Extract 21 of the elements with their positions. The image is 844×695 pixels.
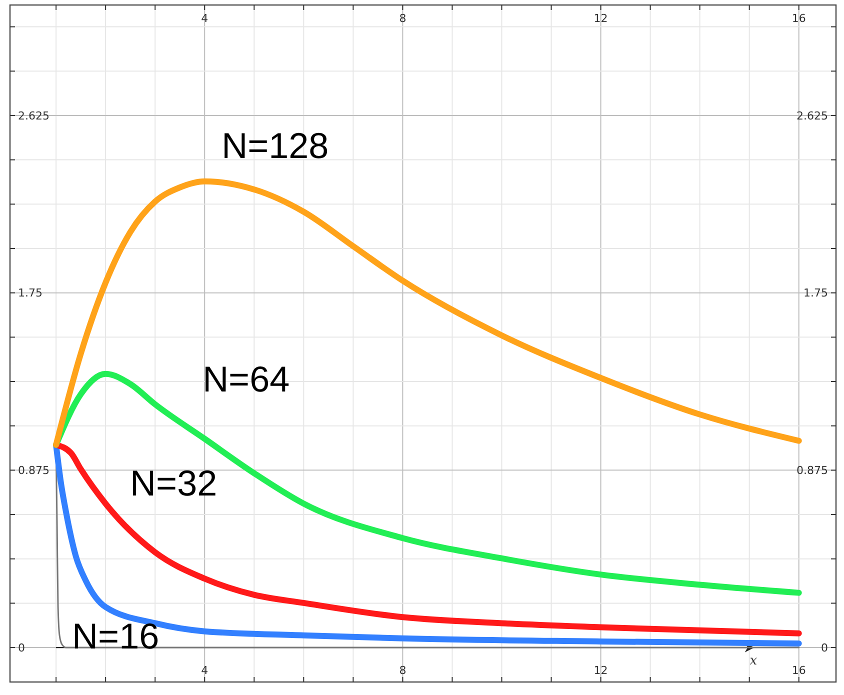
x-tick-label: 4 — [201, 664, 208, 677]
x-tick-label: 12 — [594, 664, 608, 677]
x2-tick-label: 8 — [399, 12, 406, 25]
series-label: N=128 — [222, 124, 329, 166]
x-axis-title: x — [750, 654, 758, 669]
y2-tick-label: 2.625 — [796, 109, 828, 122]
series-label: N=16 — [72, 615, 160, 656]
y2-tick-label: 0.875 — [796, 464, 828, 478]
series-label: N=64 — [202, 358, 290, 400]
x-tick-label: 8 — [399, 664, 406, 677]
x2-tick-label: 4 — [201, 12, 208, 25]
x-tick-label: 16 — [792, 664, 806, 677]
y2-tick-label: 1.75 — [804, 286, 828, 300]
x2-tick-label: 12 — [594, 12, 608, 25]
y-tick-label: 2.625 — [18, 109, 50, 122]
y-tick-label: 0.875 — [18, 464, 50, 478]
y2-tick-label: 0 — [821, 641, 828, 654]
y-tick-label: 0 — [18, 641, 25, 654]
x2-tick-label: 16 — [792, 12, 806, 25]
series-label: N=32 — [130, 462, 218, 504]
y-tick-label: 1.75 — [18, 286, 42, 300]
